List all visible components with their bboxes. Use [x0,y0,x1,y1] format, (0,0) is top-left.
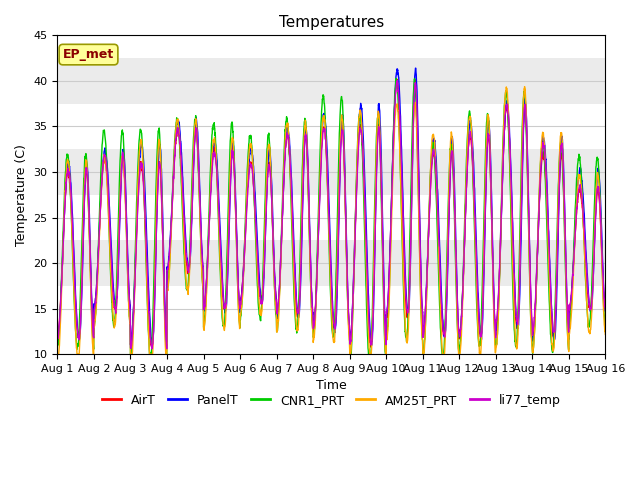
AirT [491,325,499,331]
AM25T_PRT [206,193,214,199]
AirT [569,275,577,280]
Bar [58,240,605,286]
AM25T_PRT [347,348,355,353]
li77_temp [54,334,61,340]
CNR1_PRT [207,166,214,172]
PanelT [491,323,499,328]
PanelT [412,65,419,71]
CNR1_PRT [569,277,577,283]
PanelT [206,199,214,204]
AM25T_PRT [54,351,61,357]
li77_temp [602,307,609,313]
li77_temp [348,330,355,336]
AM25T_PRT [491,330,499,336]
li77_temp [491,323,499,329]
PanelT [554,269,561,275]
AirT [206,197,214,203]
PanelT [347,331,355,337]
CNR1_PRT [54,344,61,349]
Line: li77_temp: li77_temp [58,81,605,349]
Text: EP_met: EP_met [63,48,114,61]
CNR1_PRT [392,75,400,81]
AirT [602,307,609,313]
CNR1_PRT [554,218,561,224]
PanelT [54,339,61,345]
AirT [54,331,61,336]
AirT [367,344,374,350]
CNR1_PRT [348,350,355,356]
AirT [347,334,355,340]
CNR1_PRT [360,174,367,180]
AirT [393,76,401,82]
CNR1_PRT [602,324,609,329]
li77_temp [554,252,561,257]
Line: CNR1_PRT: CNR1_PRT [58,78,605,354]
AirT [554,246,561,252]
Legend: AirT, PanelT, CNR1_PRT, AM25T_PRT, li77_temp: AirT, PanelT, CNR1_PRT, AM25T_PRT, li77_… [97,389,566,412]
li77_temp [207,196,214,202]
PanelT [602,308,609,314]
CNR1_PRT [127,351,134,357]
AM25T_PRT [521,84,529,89]
Line: AM25T_PRT: AM25T_PRT [58,86,605,354]
Title: Temperatures: Temperatures [279,15,384,30]
AM25T_PRT [568,295,576,301]
li77_temp [360,156,367,162]
Y-axis label: Temperature (C): Temperature (C) [15,144,28,246]
Bar [58,58,605,104]
X-axis label: Time: Time [316,379,347,393]
Bar [58,149,605,195]
AirT [359,156,367,162]
AM25T_PRT [602,332,609,337]
Line: PanelT: PanelT [58,68,605,346]
PanelT [359,126,367,132]
AM25T_PRT [553,246,561,252]
li77_temp [148,346,156,352]
Line: AirT: AirT [58,79,605,347]
CNR1_PRT [491,335,499,341]
li77_temp [569,271,577,277]
PanelT [368,343,376,348]
PanelT [569,276,577,281]
li77_temp [394,78,401,84]
AM25T_PRT [359,148,367,154]
